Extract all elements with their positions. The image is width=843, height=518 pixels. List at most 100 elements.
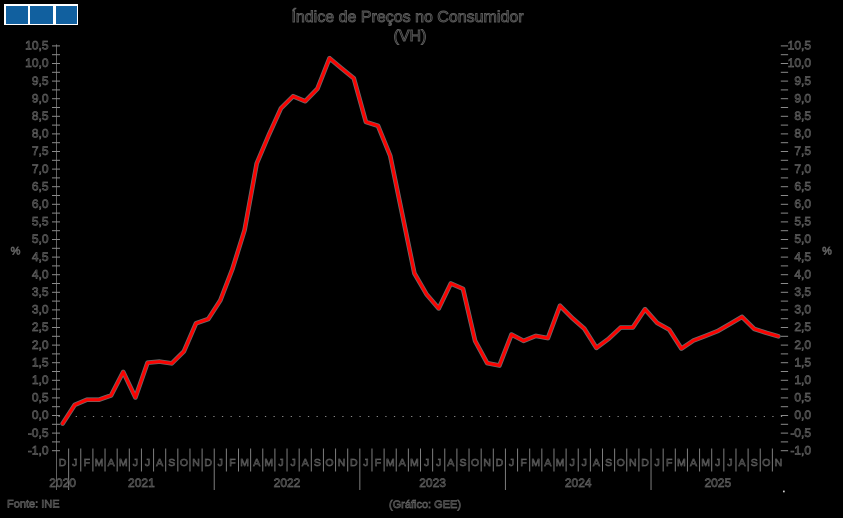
- svg-text:10,0: 10,0: [788, 56, 812, 70]
- svg-text:D: D: [496, 457, 504, 469]
- svg-text:5,0: 5,0: [794, 232, 811, 246]
- svg-text:0,0: 0,0: [32, 408, 49, 422]
- svg-text:Índice de Preços no Consumidor: Índice de Preços no Consumidor: [291, 7, 524, 26]
- svg-text:N: N: [629, 457, 637, 469]
- svg-text:S: S: [459, 457, 466, 469]
- svg-text:N: N: [775, 457, 783, 469]
- svg-text:0,5: 0,5: [32, 391, 49, 405]
- svg-text:M: M: [240, 457, 249, 469]
- svg-text:-1,0: -1,0: [28, 443, 49, 457]
- svg-text:6,0: 6,0: [794, 197, 811, 211]
- svg-text:S: S: [751, 457, 758, 469]
- svg-text:10,5: 10,5: [788, 39, 812, 53]
- svg-text:8,0: 8,0: [794, 127, 811, 141]
- svg-text:A: A: [302, 457, 309, 469]
- svg-text:5,5: 5,5: [794, 215, 811, 229]
- svg-text:N: N: [483, 457, 491, 469]
- svg-text:N: N: [338, 457, 346, 469]
- svg-text:2023: 2023: [419, 476, 446, 490]
- svg-text:7,5: 7,5: [794, 144, 811, 158]
- svg-text:3,5: 3,5: [794, 285, 811, 299]
- svg-text:O: O: [762, 457, 770, 469]
- svg-text:10,0: 10,0: [25, 56, 49, 70]
- svg-text:4,0: 4,0: [32, 267, 49, 281]
- svg-text:F: F: [666, 457, 672, 469]
- svg-text:3,5: 3,5: [32, 285, 49, 299]
- svg-text:A: A: [738, 457, 745, 469]
- svg-text:9,5: 9,5: [32, 74, 49, 88]
- svg-text:J: J: [570, 457, 575, 469]
- svg-text:9,0: 9,0: [794, 91, 811, 105]
- svg-text:S: S: [314, 457, 321, 469]
- svg-text:4,5: 4,5: [32, 250, 49, 264]
- svg-text:F: F: [229, 457, 235, 469]
- svg-text:5,5: 5,5: [32, 215, 49, 229]
- svg-text:J: J: [727, 457, 732, 469]
- svg-text:J: J: [424, 457, 429, 469]
- svg-text:8,5: 8,5: [794, 109, 811, 123]
- svg-text:2,5: 2,5: [794, 320, 811, 334]
- svg-text:S: S: [605, 457, 612, 469]
- svg-text:M: M: [119, 457, 128, 469]
- svg-text:2,5: 2,5: [32, 320, 49, 334]
- svg-text:M: M: [410, 457, 419, 469]
- svg-text:O: O: [617, 457, 625, 469]
- svg-text:A: A: [156, 457, 163, 469]
- svg-text:A: A: [108, 457, 115, 469]
- svg-text:D: D: [204, 457, 212, 469]
- svg-text:M: M: [677, 457, 686, 469]
- svg-text:6,5: 6,5: [794, 179, 811, 193]
- svg-text:2021: 2021: [128, 476, 155, 490]
- svg-text:J: J: [72, 457, 77, 469]
- svg-text:A: A: [593, 457, 600, 469]
- svg-text:5,0: 5,0: [32, 232, 49, 246]
- svg-text:6,0: 6,0: [32, 197, 49, 211]
- svg-text:M: M: [264, 457, 273, 469]
- svg-text:2020: 2020: [49, 476, 76, 490]
- svg-text:N: N: [192, 457, 200, 469]
- svg-text:J: J: [582, 457, 587, 469]
- svg-text:A: A: [544, 457, 551, 469]
- svg-text:2022: 2022: [274, 476, 301, 490]
- svg-text:J: J: [654, 457, 659, 469]
- svg-text:-1,0: -1,0: [790, 443, 811, 457]
- svg-text:J: J: [290, 457, 295, 469]
- svg-text:J: J: [715, 457, 720, 469]
- svg-text:M: M: [95, 457, 104, 469]
- svg-text:2024: 2024: [565, 476, 592, 490]
- svg-text:1,0: 1,0: [32, 373, 49, 387]
- svg-text:9,0: 9,0: [32, 91, 49, 105]
- svg-text:M: M: [701, 457, 710, 469]
- svg-text:F: F: [520, 457, 526, 469]
- svg-text:D: D: [350, 457, 358, 469]
- svg-text:3,0: 3,0: [794, 303, 811, 317]
- svg-text:7,0: 7,0: [32, 162, 49, 176]
- svg-text:A: A: [690, 457, 697, 469]
- svg-text:3,0: 3,0: [32, 303, 49, 317]
- svg-text:D: D: [59, 457, 67, 469]
- svg-text:0,0: 0,0: [794, 408, 811, 422]
- svg-text:0,5: 0,5: [794, 391, 811, 405]
- svg-text:F: F: [375, 457, 381, 469]
- svg-text:J: J: [436, 457, 441, 469]
- svg-text:9,5: 9,5: [794, 74, 811, 88]
- svg-text:8,5: 8,5: [32, 109, 49, 123]
- svg-text:S: S: [168, 457, 175, 469]
- svg-text:M: M: [531, 457, 540, 469]
- svg-text:A: A: [447, 457, 454, 469]
- svg-text:O: O: [180, 457, 188, 469]
- svg-text:1,0: 1,0: [794, 373, 811, 387]
- svg-text:8,0: 8,0: [32, 127, 49, 141]
- svg-text:4,0: 4,0: [794, 267, 811, 281]
- svg-text:J: J: [218, 457, 223, 469]
- svg-text:(VH): (VH): [394, 28, 427, 45]
- svg-text:7,5: 7,5: [32, 144, 49, 158]
- svg-text:2,0: 2,0: [794, 338, 811, 352]
- svg-text:-0,5: -0,5: [790, 426, 811, 440]
- svg-text:F: F: [84, 457, 90, 469]
- svg-text:1,5: 1,5: [32, 355, 49, 369]
- svg-text:M: M: [386, 457, 395, 469]
- svg-text:1,5: 1,5: [794, 355, 811, 369]
- svg-text:J: J: [509, 457, 514, 469]
- svg-text:7,0: 7,0: [794, 162, 811, 176]
